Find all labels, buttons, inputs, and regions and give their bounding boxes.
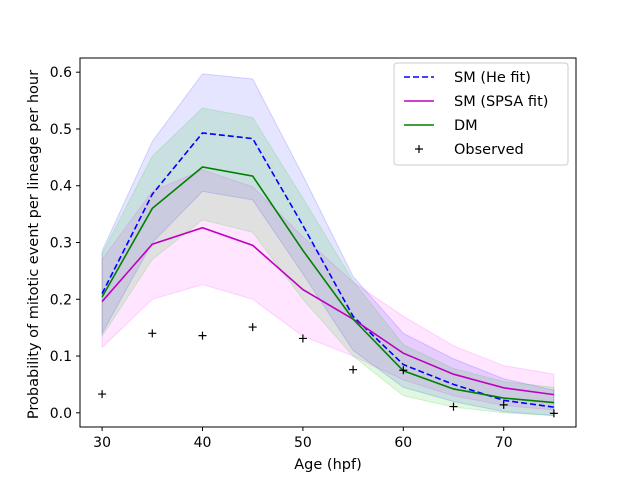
observed-point bbox=[198, 331, 207, 340]
x-tick-label: 50 bbox=[294, 435, 312, 451]
confidence-bands bbox=[101, 73, 555, 417]
observed-markers bbox=[98, 323, 558, 418]
y-axis-label: Probability of mitotic event per lineage… bbox=[26, 70, 42, 419]
x-axis-ticks: 30 40 50 60 70 bbox=[93, 427, 513, 451]
legend-label: SM (SPSA fit) bbox=[454, 94, 548, 110]
legend-label: Observed bbox=[454, 142, 524, 158]
observed-point bbox=[98, 390, 107, 399]
x-tick-label: 70 bbox=[495, 435, 513, 451]
series-line-1 bbox=[101, 226, 555, 396]
x-tick-label: 60 bbox=[394, 435, 412, 451]
observed-point bbox=[349, 365, 358, 374]
legend-label: SM (He fit) bbox=[454, 70, 531, 86]
series-lines bbox=[101, 132, 555, 408]
x-tick-label: 40 bbox=[194, 435, 212, 451]
observed-point bbox=[399, 366, 408, 375]
legend-box bbox=[393, 62, 569, 166]
observed-point bbox=[298, 334, 307, 343]
y-tick-label: 0.1 bbox=[50, 349, 72, 365]
x-tick-label: 30 bbox=[93, 435, 111, 451]
observed-point bbox=[148, 329, 157, 338]
x-axis-label: Age (hpf) bbox=[294, 457, 361, 473]
series-line-0 bbox=[101, 132, 555, 408]
observed-point bbox=[449, 402, 458, 411]
y-tick-label: 0.2 bbox=[50, 292, 72, 308]
y-axis-ticks: 0.0 0.1 0.2 0.3 0.4 0.5 0.6 bbox=[50, 65, 80, 422]
legend-label: DM bbox=[454, 118, 478, 134]
observed-point bbox=[248, 323, 257, 332]
observed-point bbox=[499, 400, 508, 409]
legend-swatch bbox=[415, 145, 423, 153]
y-tick-label: 0.4 bbox=[50, 179, 72, 195]
y-tick-label: 0.5 bbox=[50, 122, 72, 138]
series-line-2 bbox=[101, 166, 554, 404]
y-tick-label: 0.0 bbox=[50, 406, 72, 422]
observed-point bbox=[549, 409, 558, 418]
legend: SM (He fit) SM (SPSA fit) DM Observed bbox=[393, 62, 569, 166]
y-tick-label: 0.3 bbox=[50, 236, 72, 252]
y-tick-label: 0.6 bbox=[50, 65, 72, 81]
